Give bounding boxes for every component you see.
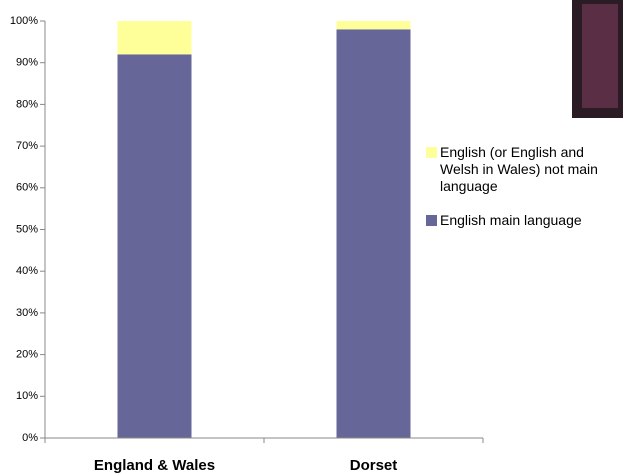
y-tick-label: 60%	[16, 182, 38, 194]
y-tick-label: 80%	[16, 98, 38, 110]
y-tick-label: 40%	[16, 265, 38, 277]
x-tick-label: Dorset	[350, 457, 398, 474]
legend-swatch	[426, 147, 437, 158]
y-tick-label: 30%	[16, 307, 38, 319]
y-tick-label: 10%	[16, 390, 38, 402]
y-tick-label: 90%	[16, 57, 38, 69]
legend-label: English (or English and Welsh in Wales) …	[440, 144, 598, 194]
legend-label: English main language	[440, 212, 582, 228]
bar-segment	[336, 21, 411, 30]
y-tick-label: 50%	[16, 223, 38, 235]
y-tick-label: 70%	[16, 140, 38, 152]
legend-item: English (or English and Welsh in Wales) …	[426, 144, 623, 195]
y-tick-label: 0%	[22, 432, 38, 444]
y-tick-label: 20%	[16, 349, 38, 361]
photo-detail	[582, 4, 618, 108]
bar-segment	[117, 21, 192, 55]
bar-segment	[336, 29, 411, 439]
legend-swatch	[426, 215, 437, 226]
legend: English (or English and Welsh in Wales) …	[426, 144, 623, 246]
bar-segment	[117, 54, 192, 439]
legend-item: English main language	[426, 212, 623, 229]
x-tick-label: England & Wales	[94, 457, 215, 474]
y-tick-label: 100%	[10, 15, 38, 27]
